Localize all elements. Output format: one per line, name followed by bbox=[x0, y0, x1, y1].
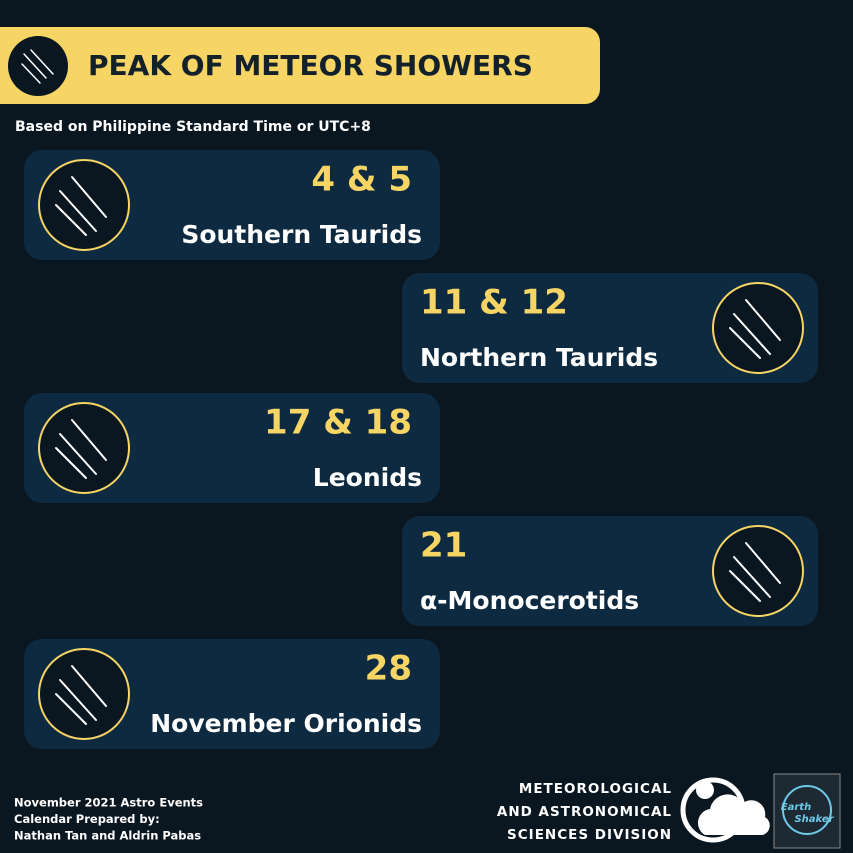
meteor-streak bbox=[71, 419, 107, 461]
meteor-icon bbox=[38, 159, 130, 251]
meteor-streak bbox=[729, 327, 761, 359]
earthshaker-logo: Earth Shaker bbox=[773, 773, 841, 849]
meteor-streak bbox=[745, 299, 781, 341]
card-bg bbox=[24, 639, 440, 749]
shower-name: Southern Taurids bbox=[181, 220, 422, 249]
credit-line: November 2021 Astro Events bbox=[14, 796, 203, 810]
meteor-streak bbox=[733, 556, 771, 598]
meteor-streak bbox=[59, 190, 97, 232]
header-icon bbox=[8, 36, 68, 96]
card-bg bbox=[402, 516, 818, 626]
credits: November 2021 Astro Events Calendar Prepa… bbox=[14, 796, 203, 843]
shower-dates: 4 & 5 bbox=[311, 160, 412, 200]
header-banner bbox=[0, 27, 600, 104]
meteor-icon bbox=[38, 648, 130, 740]
shower-card: 4 & 5 Southern Taurids bbox=[24, 150, 440, 260]
division: METEOROLOGICAL AND ASTRONOMICAL SCIENCES D… bbox=[497, 781, 672, 843]
logo-text: Earth bbox=[781, 802, 811, 813]
shower-name: Leonids bbox=[313, 463, 422, 492]
meteor-icon bbox=[712, 282, 804, 374]
meteor-icon bbox=[38, 402, 130, 494]
meteor-streak bbox=[55, 447, 87, 479]
shower-card: 21 α-Monocerotids bbox=[402, 516, 818, 626]
division-line: SCIENCES DIVISION bbox=[507, 827, 672, 843]
meteor-icon bbox=[712, 525, 804, 617]
shower-card: 17 & 18 Leonids bbox=[24, 393, 440, 503]
shower-name: α-Monocerotids bbox=[420, 586, 639, 615]
credit-line: Calendar Prepared by: bbox=[14, 812, 160, 826]
meteor-streak bbox=[745, 542, 781, 584]
division-line: AND ASTRONOMICAL bbox=[497, 804, 672, 820]
shower-name: Northern Taurids bbox=[420, 343, 658, 372]
header-streaks bbox=[21, 49, 54, 84]
shower-dates: 28 bbox=[365, 649, 412, 689]
meteor-streak bbox=[59, 433, 97, 475]
card-bg bbox=[24, 150, 440, 260]
meteor-streak bbox=[733, 313, 771, 355]
meteor-streak bbox=[59, 679, 97, 721]
meteor-streak bbox=[729, 570, 761, 602]
shower-card: 11 & 12 Northern Taurids bbox=[402, 273, 818, 383]
meteor-streak bbox=[71, 665, 107, 707]
card-bg bbox=[402, 273, 818, 383]
logo-text: Shaker bbox=[794, 814, 834, 825]
card-bg bbox=[24, 393, 440, 503]
shower-name: November Orionids bbox=[150, 709, 422, 738]
meteor-streak bbox=[71, 176, 107, 218]
meteor-streak bbox=[55, 204, 87, 236]
subtitle: Based on Philippine Standard Time or UTC… bbox=[15, 119, 371, 135]
shower-dates: 21 bbox=[420, 526, 467, 566]
meteor-streak bbox=[55, 693, 87, 725]
shower-card: 28 November Orionids bbox=[24, 639, 440, 749]
mad-logo bbox=[680, 777, 770, 843]
shower-dates: 11 & 12 bbox=[420, 283, 568, 323]
shower-dates: 17 & 18 bbox=[264, 403, 412, 443]
title: PEAK OF METEOR SHOWERS bbox=[88, 49, 533, 82]
shower-list: 4 & 5 Southern Taurids 11 & 12 Northern Tau… bbox=[24, 150, 818, 749]
division-line: METEOROLOGICAL bbox=[519, 781, 672, 797]
credit-line: Nathan Tan and Aldrin Pabas bbox=[14, 829, 201, 843]
